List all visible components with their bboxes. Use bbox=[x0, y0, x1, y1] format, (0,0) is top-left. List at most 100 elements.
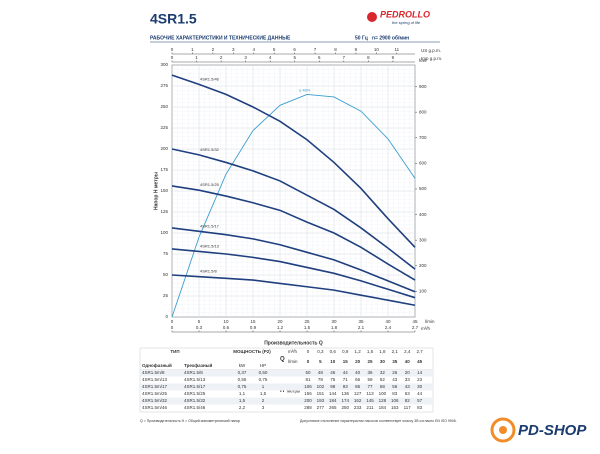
head-value: 250 bbox=[341, 405, 349, 410]
head-value: 46 bbox=[330, 370, 336, 375]
head-value: 151 bbox=[317, 391, 325, 396]
head-value: 288 bbox=[304, 405, 312, 410]
q-lmin: 0 bbox=[307, 359, 310, 364]
head-value: 211 bbox=[366, 405, 374, 410]
head-value: 71 bbox=[343, 377, 349, 382]
head-value: 156 bbox=[304, 391, 312, 396]
row-band bbox=[140, 369, 433, 377]
curve bbox=[171, 227, 416, 293]
head-value: 59 bbox=[367, 377, 373, 382]
y-tick-label: 0 bbox=[165, 314, 168, 319]
three-type: 4SR1.5/17 bbox=[184, 384, 206, 389]
head-value: 63 bbox=[405, 391, 411, 396]
power-kw: 0,75 bbox=[238, 384, 247, 389]
head-value: 77 bbox=[367, 384, 373, 389]
curve bbox=[171, 74, 416, 248]
scale-label: 7 bbox=[343, 55, 346, 60]
head-value: 82 bbox=[405, 398, 411, 403]
q-lmin: 45 bbox=[417, 359, 423, 364]
scale-label: 0.9 bbox=[250, 325, 257, 330]
head-value: 14 bbox=[417, 370, 423, 375]
head-value: 102 bbox=[317, 384, 325, 389]
y2-tick-label: 800 bbox=[419, 109, 427, 114]
head-value: 44 bbox=[417, 391, 423, 396]
q-m3h: 2,1 bbox=[392, 349, 399, 354]
power-hp: 3 bbox=[262, 405, 265, 410]
head-value: 52 bbox=[380, 377, 386, 382]
x-tick-label: 40 bbox=[385, 319, 391, 324]
scale-label: 5 bbox=[273, 47, 276, 52]
head-value: 50 bbox=[305, 370, 311, 375]
three-type: 4SR1.5/25 bbox=[184, 391, 206, 396]
scale-label: 9 bbox=[392, 55, 395, 60]
x-tick-label: 35 bbox=[358, 319, 364, 324]
frequency: 50 Гц bbox=[355, 35, 369, 41]
kw-header: kW bbox=[239, 363, 246, 368]
head-value: 57 bbox=[417, 398, 423, 403]
head-value: 184 bbox=[329, 398, 337, 403]
q-m3h: 0,9 bbox=[342, 349, 349, 354]
q-lmin: 10 bbox=[330, 359, 336, 364]
head-value: 128 bbox=[379, 398, 387, 403]
title: 4SR1.5 bbox=[150, 11, 197, 27]
speed: n= 2900 об/мин bbox=[372, 34, 409, 41]
q-lmin: 25 bbox=[367, 359, 373, 364]
curve bbox=[171, 248, 416, 299]
x-tick-label: 10 bbox=[223, 319, 229, 324]
y2-tick-label: 900 bbox=[419, 84, 427, 89]
y2-tick-label: 100 bbox=[419, 289, 427, 294]
q-lmin: 30 bbox=[380, 359, 386, 364]
power-hp: 1,5 bbox=[260, 391, 267, 396]
scale-label: 1.5 bbox=[304, 325, 311, 330]
q-m3h: 0 bbox=[307, 349, 310, 354]
type-header: ТИП bbox=[170, 349, 179, 354]
x-tick-label: 20 bbox=[277, 319, 283, 324]
q-header: Q bbox=[280, 357, 285, 363]
scale-label: 7 bbox=[314, 47, 317, 52]
head-value: 113 bbox=[366, 391, 374, 396]
q-m3h: 2,7 bbox=[416, 349, 423, 354]
scale-label: 0 bbox=[171, 47, 174, 52]
scale-label: 2.4 bbox=[385, 325, 392, 330]
y-tick-label: 50 bbox=[163, 272, 169, 277]
q-lmin: 15 bbox=[343, 359, 349, 364]
y-tick-label: 200 bbox=[160, 146, 168, 151]
scale-unit: US g.p.m. bbox=[421, 48, 441, 53]
head-value: 106 bbox=[304, 384, 312, 389]
x-tick-label: 30 bbox=[331, 319, 337, 324]
three-type: 4SR1.5/8 bbox=[184, 370, 203, 375]
hp-header: HP bbox=[260, 363, 266, 368]
curve-label: 4SR1.5/13 bbox=[200, 244, 220, 249]
head-value: 153 bbox=[391, 405, 399, 410]
scale-label: 8 bbox=[367, 55, 370, 60]
h-header: H bbox=[280, 388, 284, 394]
curve-label: 4SR1.5/32 bbox=[200, 147, 220, 152]
single-type: 4SR1.5m/32 bbox=[142, 398, 168, 403]
head-value: 68 bbox=[380, 384, 386, 389]
m3h-header: m³/h bbox=[288, 349, 297, 354]
efficiency-label: η 48% bbox=[299, 87, 311, 92]
x-tick-label: 15 bbox=[250, 319, 256, 324]
scale-label: 2 bbox=[220, 55, 223, 60]
power-hp: 0,75 bbox=[259, 377, 268, 382]
head-value: 20 bbox=[405, 370, 411, 375]
y-tick-label: 250 bbox=[160, 104, 168, 109]
single-type: 4SR1.5m/25 bbox=[142, 391, 168, 396]
head-value: 184 bbox=[379, 405, 387, 410]
q-m3h: 0,6 bbox=[330, 349, 337, 354]
power-hp: 0,50 bbox=[259, 370, 268, 375]
curve-label: 4SR1.5/8 bbox=[200, 269, 217, 274]
row-band bbox=[140, 383, 433, 391]
q-m3h: 1,2 bbox=[354, 349, 361, 354]
x-unit: l/min bbox=[425, 319, 435, 324]
head-value: 162 bbox=[354, 398, 362, 403]
head-value: 145 bbox=[366, 398, 374, 403]
three-type: 4SR1.5/46 bbox=[184, 405, 206, 410]
head-value: 40 bbox=[355, 370, 361, 375]
scale-label: 0.3 bbox=[196, 325, 203, 330]
scale-label: 6 bbox=[293, 47, 296, 52]
head-value: 23 bbox=[417, 377, 423, 382]
head-value: 136 bbox=[341, 391, 349, 396]
head-value: 30 bbox=[417, 384, 423, 389]
head-value: 265 bbox=[329, 405, 337, 410]
